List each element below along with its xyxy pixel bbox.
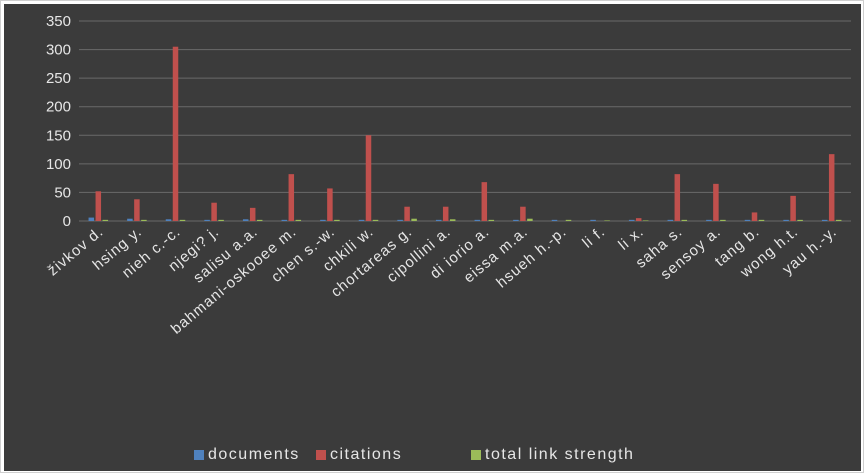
legend-swatch [471, 450, 481, 460]
bar-documents-16 [706, 219, 712, 221]
y-tick-label: 100 [46, 156, 71, 173]
bar-documents-18 [783, 219, 789, 221]
bar-citations-11 [520, 206, 526, 221]
bar-total-link-strength-17 [758, 219, 765, 221]
bar-citations-5 [288, 174, 295, 221]
bar-documents-13 [590, 219, 596, 221]
bar-total-link-strength-1 [141, 219, 147, 221]
bar-documents-6 [320, 219, 326, 221]
bar-total-link-strength-7 [372, 219, 379, 221]
bar-citations-3 [211, 202, 217, 221]
bar-documents-19 [821, 219, 828, 221]
y-tick-label: 0 [63, 213, 71, 230]
x-axis-categories: živkov d.hsing y.nieh c.-c.njegi? j.sali… [44, 223, 840, 338]
chart-area: 0 50 100 150 200 250 300 350 živkov d. hsing y. n… [4, 4, 861, 471]
bar-total-link-strength-15 [681, 219, 688, 221]
bar-documents-17 [744, 219, 751, 221]
bars [88, 46, 842, 221]
y-tick-label: 50 [54, 184, 71, 201]
bar-documents-11 [513, 219, 519, 221]
bar-total-link-strength-14 [642, 220, 649, 221]
bar-citations-6 [327, 188, 333, 221]
bar-citations-16 [713, 183, 719, 221]
bar-documents-7 [358, 219, 365, 221]
bar-total-link-strength-13 [604, 220, 610, 221]
y-tick-label: 150 [46, 127, 71, 144]
bar-citations-8 [404, 206, 410, 221]
bar-documents-0 [88, 217, 95, 221]
bar-documents-1 [127, 218, 133, 221]
bar-citations-19 [828, 154, 835, 221]
bar-documents-8 [397, 219, 403, 221]
bar-total-link-strength-11 [527, 218, 533, 221]
bar-documents-14 [628, 219, 635, 221]
bar-total-link-strength-0 [102, 219, 109, 221]
y-axis-ticks: 0 50 100 150 200 250 300 350 [46, 13, 71, 230]
bar-citations-14 [635, 218, 642, 221]
bar-total-link-strength-8 [411, 218, 417, 221]
bar-chart: 0 50 100 150 200 250 300 350 živkov d.hsing y.n… [44, 13, 851, 463]
bar-citations-0 [95, 191, 102, 221]
bar-total-link-strength-19 [835, 219, 842, 221]
bar-citations-1 [134, 199, 140, 221]
bar-total-link-strength-12 [565, 219, 572, 221]
bar-total-link-strength-16 [720, 219, 726, 221]
legend-label: total link strength [485, 446, 634, 463]
bar-documents-15 [667, 219, 674, 221]
bar-documents-4 [242, 219, 249, 221]
bar-total-link-strength-2 [179, 219, 186, 221]
bar-citations-4 [249, 207, 256, 221]
legend-swatch [194, 450, 204, 460]
bar-citations-18 [790, 195, 796, 221]
bar-total-link-strength-9 [449, 219, 456, 221]
bar-total-link-strength-5 [295, 219, 302, 221]
bar-total-link-strength-3 [218, 219, 224, 221]
legend: documents citations total link strength [194, 446, 634, 463]
bar-total-link-strength-10 [488, 219, 495, 221]
bar-documents-9 [435, 219, 442, 221]
bar-citations-10 [481, 182, 488, 221]
bar-citations-9 [442, 206, 449, 221]
legend-swatch [316, 450, 326, 460]
y-tick-label: 300 [46, 42, 71, 59]
bar-documents-2 [165, 219, 172, 221]
bar-citations-17 [751, 212, 758, 221]
legend-label: citations [330, 446, 402, 463]
x-category-label: li f. [579, 223, 608, 252]
gridlines [79, 20, 851, 222]
legend-label: documents [208, 446, 300, 463]
y-tick-label: 250 [46, 70, 71, 87]
bar-total-link-strength-18 [797, 219, 803, 221]
bar-documents-12 [551, 219, 558, 221]
y-tick-label: 200 [46, 99, 71, 116]
bar-documents-10 [474, 219, 481, 221]
bar-citations-7 [365, 135, 372, 221]
bar-total-link-strength-4 [256, 219, 263, 221]
y-tick-label: 350 [46, 13, 71, 30]
bar-citations-2 [172, 46, 179, 221]
bar-total-link-strength-6 [334, 219, 340, 221]
bar-documents-5 [281, 219, 288, 221]
bar-citations-15 [674, 174, 681, 221]
bar-documents-3 [204, 219, 210, 221]
